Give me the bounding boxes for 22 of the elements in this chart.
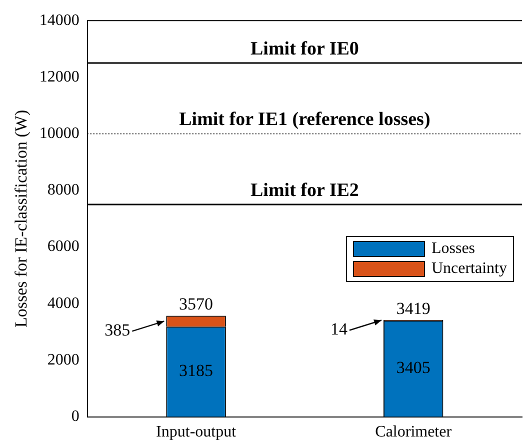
legend-label: Uncertainty — [431, 258, 507, 279]
data-label: 14 — [330, 320, 348, 339]
y-tick-label: 0 — [71, 408, 80, 426]
y-tick-label: 4000 — [47, 294, 80, 312]
y-tick-label: 14000 — [39, 12, 80, 29]
y-tick-label: 2000 — [47, 351, 80, 368]
x-tick-label: Calorimeter — [375, 424, 452, 441]
y-tick-label: 12000 — [39, 68, 80, 86]
ref-line-label: Limit for IE1 (reference losses) — [179, 109, 430, 130]
data-label: 385 — [104, 320, 130, 340]
legend-label: Losses — [431, 238, 476, 259]
ref-line-label: Limit for IE2 — [250, 180, 359, 201]
data-label: 3185 — [179, 361, 214, 380]
x-tick-label: Input-output — [156, 424, 237, 441]
y-tick-label: 10000 — [39, 125, 80, 142]
y-axis-title: Losses for IE-classification (W) — [12, 110, 31, 328]
total-label: 3570 — [179, 294, 214, 314]
y-tick-label: 6000 — [47, 238, 80, 256]
data-label: 3405 — [396, 358, 430, 378]
total-label: 3419 — [396, 299, 430, 318]
y-tick-label: 8000 — [47, 182, 80, 199]
ref-line-label: Limit for IE0 — [250, 38, 359, 60]
